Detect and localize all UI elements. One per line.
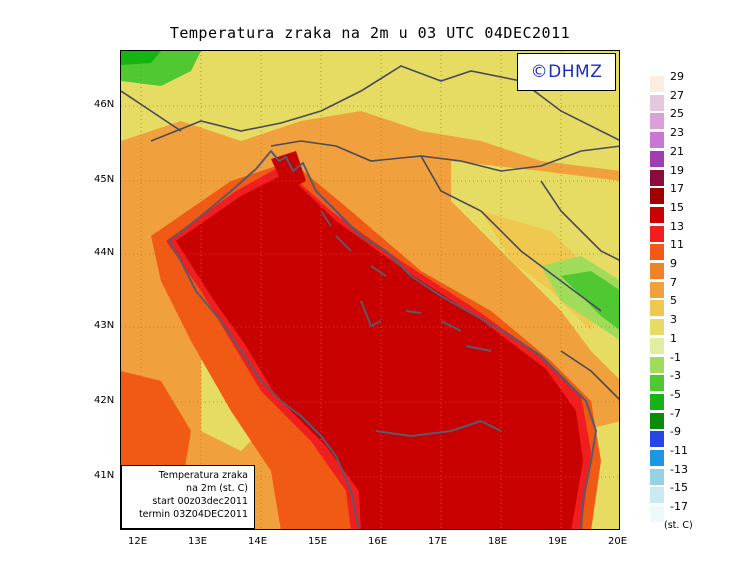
legend-label: 21 [670, 144, 684, 158]
y-axis-label: 46N [94, 99, 115, 110]
tyrrhenian-zone [121, 371, 191, 491]
legend-swatch [650, 487, 664, 504]
legend-label: 27 [670, 88, 684, 102]
legend-swatch [650, 94, 664, 111]
coastlines [168, 150, 597, 529]
legend-swatch [650, 206, 664, 223]
legend-swatch [650, 113, 664, 130]
info-line-1: Temperatura zraka [158, 470, 248, 481]
legend-swatch [650, 244, 664, 261]
legend-swatch [650, 263, 664, 279]
legend-swatch [650, 450, 664, 466]
x-axis-label: 13E [188, 536, 208, 547]
legend-label: 19 [670, 163, 684, 177]
legend-label: 29 [670, 70, 684, 83]
legend-label: 11 [670, 238, 684, 252]
legend-label: -13 [670, 462, 688, 476]
info-box: Temperatura zraka na 2m (st. C) start 00… [121, 465, 255, 529]
legend-swatch [650, 300, 664, 317]
y-axis-label: 45N [94, 174, 115, 185]
legend-label: 9 [670, 257, 677, 270]
legend-swatch [650, 132, 664, 149]
map-title: Temperatura zraka na 2m u 03 UTC 04DEC20… [169, 24, 571, 42]
cool-zone-north [121, 51, 619, 171]
x-axis-label: 15E [308, 536, 328, 547]
legend-swatch [650, 150, 664, 167]
x-axis-label: 14E [248, 536, 268, 547]
legend-label: -11 [670, 444, 688, 457]
legend-label: -15 [670, 481, 688, 495]
x-axis-label: 18E [488, 536, 508, 547]
legend-swatch [650, 468, 664, 485]
legend-label: 23 [670, 126, 684, 140]
y-axis-label: 44N [94, 247, 115, 258]
cold-core-bosnia [561, 271, 619, 330]
legend-label: 13 [670, 219, 684, 233]
legend-swatch [650, 225, 664, 242]
legend-swatch [650, 412, 664, 429]
legend-swatch [650, 169, 664, 186]
legend-swatch [650, 393, 664, 410]
cold-core-alps [121, 51, 161, 65]
y-axis-label: 42N [94, 395, 115, 406]
x-axis-label: 20E [608, 536, 628, 547]
legend-label: -3 [670, 369, 681, 383]
temperature-map [120, 50, 620, 530]
legend-label: -5 [670, 387, 681, 401]
legend-label: -17 [670, 500, 688, 514]
legend-swatch [650, 76, 664, 92]
y-axis-label: 41N [94, 470, 115, 481]
x-axis-label: 16E [368, 536, 388, 547]
x-axis-label: 19E [548, 536, 568, 547]
legend-label: 3 [670, 313, 677, 327]
info-line-3: start 00z03dec2011 [152, 496, 248, 507]
legend-swatch [650, 375, 664, 392]
legend-label: 5 [670, 294, 677, 308]
legend-label: 7 [670, 275, 677, 289]
legend-swatch [650, 319, 664, 336]
borders [121, 65, 619, 401]
x-axis-label: 12E [128, 536, 148, 547]
sea-warm [176, 173, 583, 529]
legend-swatch [650, 506, 664, 523]
legend-label: 25 [670, 107, 684, 121]
legend-swatch [650, 188, 664, 205]
legend-swatch [650, 281, 664, 298]
y-axis-label: 43N [94, 320, 115, 331]
legend-swatch [650, 337, 664, 354]
copyright-badge: ©DHMZ [517, 53, 616, 91]
legend-unit: (st. C) [664, 520, 693, 531]
legend-label: -1 [670, 350, 681, 364]
info-line-2: na 2m (st. C) [186, 483, 248, 494]
lat-lon-grid [121, 51, 619, 529]
legend-label: 15 [670, 200, 684, 214]
temperature-field [121, 51, 619, 529]
legend-label: -7 [670, 406, 681, 420]
info-line-4: termin 03Z04DEC2011 [138, 509, 248, 520]
x-axis-label: 17E [428, 536, 448, 547]
legend-label: -9 [670, 425, 681, 439]
legend-label: 1 [670, 331, 677, 345]
legend-swatch [650, 356, 664, 373]
legend-swatch [650, 431, 664, 448]
legend-label: 17 [670, 182, 684, 196]
